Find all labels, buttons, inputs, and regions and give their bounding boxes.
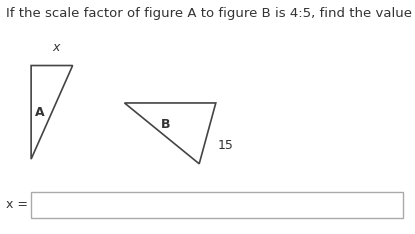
Text: B: B [161, 117, 171, 131]
Text: x =: x = [6, 198, 28, 211]
Text: A: A [34, 106, 44, 119]
Text: If the scale factor of figure A to figure B is 4:5, find the value of x.: If the scale factor of figure A to figur… [6, 7, 415, 20]
Bar [31, 192, 403, 218]
Text: 15: 15 [218, 139, 234, 152]
Text: x: x [52, 41, 60, 54]
